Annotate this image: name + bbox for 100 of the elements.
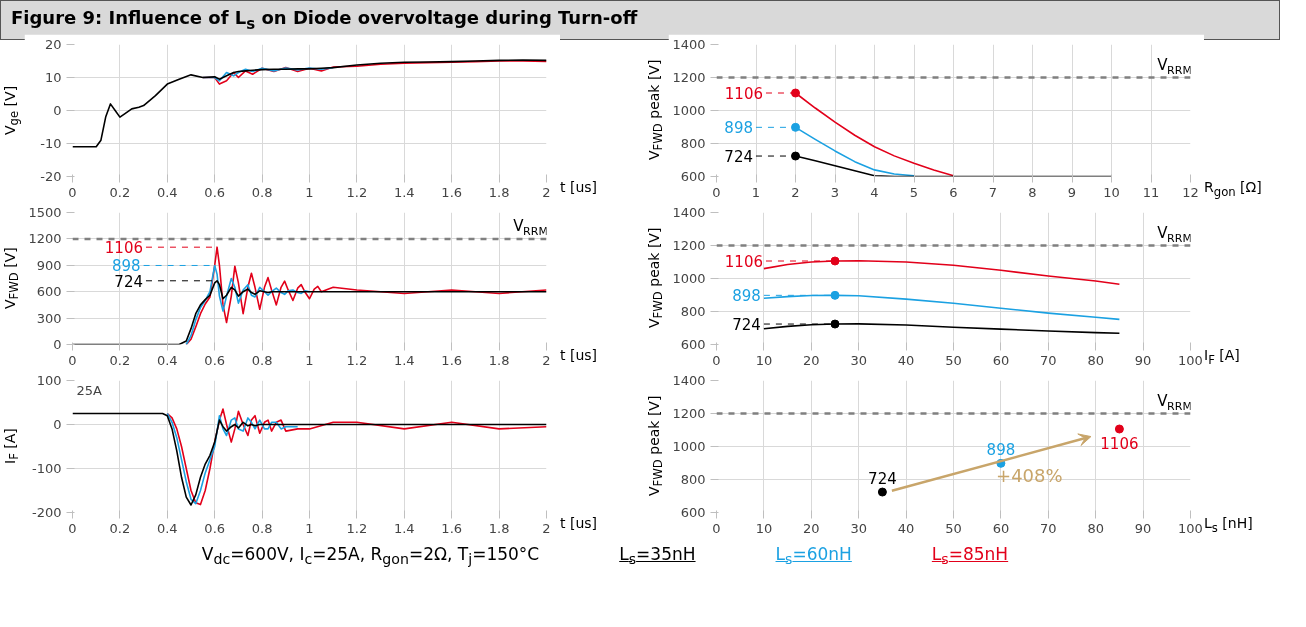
y-tick-label: 1200: [672, 70, 706, 85]
y-tick-label: 800: [680, 304, 706, 319]
x-tick-label: 9: [1067, 184, 1077, 200]
x-tick-label: 0: [712, 352, 721, 368]
text: V$_{dc}$=600V, I$_{c}$=25A, R$_{gon}$=2Ω, T$_{j}$=150°C: [201, 544, 540, 568]
x-axis-title: R$_{gon}$ [Ω]: [1204, 178, 1262, 201]
data-label: 1106: [104, 239, 143, 258]
y-tick-label: -10: [40, 136, 62, 151]
x-axis-title: t [us]: [560, 514, 598, 533]
line-series: [72, 59, 547, 148]
x-tick-label: 50: [945, 520, 962, 536]
x-tick-label: 6: [949, 184, 958, 200]
x-tick-label: 1.8: [488, 352, 510, 368]
x-tick-label: 1.4: [393, 520, 415, 536]
x-tick-label: 1: [305, 184, 314, 200]
x-tick-label: 60: [992, 352, 1010, 368]
data-label: 724: [724, 148, 753, 167]
x-tick-label: 0: [712, 520, 721, 536]
text: L$_{s}$=35nH: [619, 544, 696, 568]
y-tick-label: -100: [32, 461, 62, 476]
y-tick-label: 1400: [672, 373, 706, 388]
x-tick-label: 100: [1178, 520, 1203, 536]
x-tick-label: 12: [1182, 184, 1199, 200]
x-axis-title: I$_{F}$ [A]: [1204, 346, 1240, 369]
y-tick-label: 1200: [28, 231, 62, 247]
y-tick-label: 1200: [672, 238, 706, 253]
y-tick-label: 300: [36, 310, 62, 326]
data-label: 898: [724, 119, 753, 138]
y-tick-label: 900: [36, 257, 62, 273]
chart-title: Figure 9: Influence of L$_{s}$ on Diode overvoltage during Turn-off: [11, 7, 638, 33]
text: L$_{s}$=85nH: [931, 544, 1009, 568]
y-tick-label: 0: [53, 337, 62, 352]
y-tick-label: 100: [36, 373, 62, 388]
y-tick-label: 0: [53, 417, 62, 432]
x-tick-label: 4: [870, 184, 879, 200]
y-tick-label: 1000: [672, 103, 706, 118]
x-tick-label: 1.2: [346, 520, 368, 536]
x-tick-label: 2: [542, 184, 551, 200]
y-tick-label: 1400: [672, 37, 706, 52]
x-tick-label: 20: [803, 352, 820, 368]
y-tick-label: 1200: [672, 406, 706, 421]
y-tick-label: 1400: [672, 205, 706, 220]
x-tick-label: 1.6: [441, 184, 463, 200]
data-label: 898: [986, 441, 1016, 460]
y-tick-label: 600: [36, 284, 62, 300]
x-tick-label: 0.8: [251, 520, 273, 536]
x-tick-label: 1: [305, 352, 314, 368]
x-tick-label: 0.2: [109, 520, 131, 536]
x-tick-label: 1: [305, 520, 314, 536]
line-series: [166, 412, 299, 505]
y-tick-label: 600: [680, 505, 706, 520]
line-series: [72, 412, 547, 506]
x-tick-label: 1.4: [393, 352, 415, 368]
x-tick-label: 0.4: [156, 352, 178, 368]
x-tick-label: 1.8: [488, 520, 510, 536]
x-axis-title: t [us]: [560, 346, 598, 365]
line-series: [166, 408, 547, 506]
x-tick-label: 0: [68, 352, 77, 368]
x-tick-label: 80: [1087, 352, 1104, 368]
x-tick-label: 70: [1040, 520, 1057, 536]
x-tick-label: 1: [751, 184, 761, 200]
x-tick-label: 0.6: [204, 184, 226, 200]
x-tick-label: 10: [1103, 184, 1120, 200]
x-tick-label: 0.8: [251, 352, 273, 368]
y-tick-label: 10: [44, 70, 62, 85]
line-series: [185, 246, 547, 345]
x-tick-label: 60: [992, 520, 1010, 536]
x-tick-label: 40: [897, 352, 915, 368]
x-tick-label: 3: [830, 184, 840, 200]
x-tick-label: 80: [1087, 520, 1104, 536]
x-tick-label: 0.8: [251, 184, 273, 200]
y-tick-label: 800: [680, 472, 706, 487]
data-label: 1106: [724, 85, 763, 104]
x-tick-label: 30: [850, 520, 867, 536]
x-axis-title: L$_{s}$ [nH]: [1204, 514, 1253, 537]
y-tick-label: -20: [40, 169, 62, 184]
x-tick-label: 0.4: [156, 520, 178, 536]
x-tick-label: 20: [803, 520, 820, 536]
x-tick-label: 0: [68, 520, 77, 536]
x-tick-label: 7: [988, 184, 998, 200]
annotation: 25A: [76, 382, 103, 398]
x-tick-label: 1.4: [393, 184, 415, 200]
y-tick-label: 1000: [672, 271, 706, 286]
y-tick-label: 1000: [672, 439, 706, 454]
x-tick-label: 1.8: [488, 184, 510, 200]
x-tick-label: 0.2: [109, 352, 131, 368]
x-tick-label: 2: [542, 520, 551, 536]
x-tick-label: 10: [755, 352, 773, 368]
data-label: 1106: [724, 253, 763, 272]
x-tick-label: 90: [1134, 352, 1152, 368]
y-tick-label: 0: [53, 103, 62, 118]
x-tick-label: 70: [1040, 352, 1057, 368]
y-tick-label: 600: [680, 169, 706, 184]
x-tick-label: 1.6: [441, 352, 463, 368]
data-label: 724: [732, 316, 761, 335]
y-tick-label: 20: [44, 37, 62, 52]
data-label: 1106: [1100, 435, 1139, 454]
x-tick-label: 2: [542, 352, 551, 368]
x-tick-label: 0.6: [204, 520, 226, 536]
x-tick-label: 8: [1028, 184, 1037, 200]
